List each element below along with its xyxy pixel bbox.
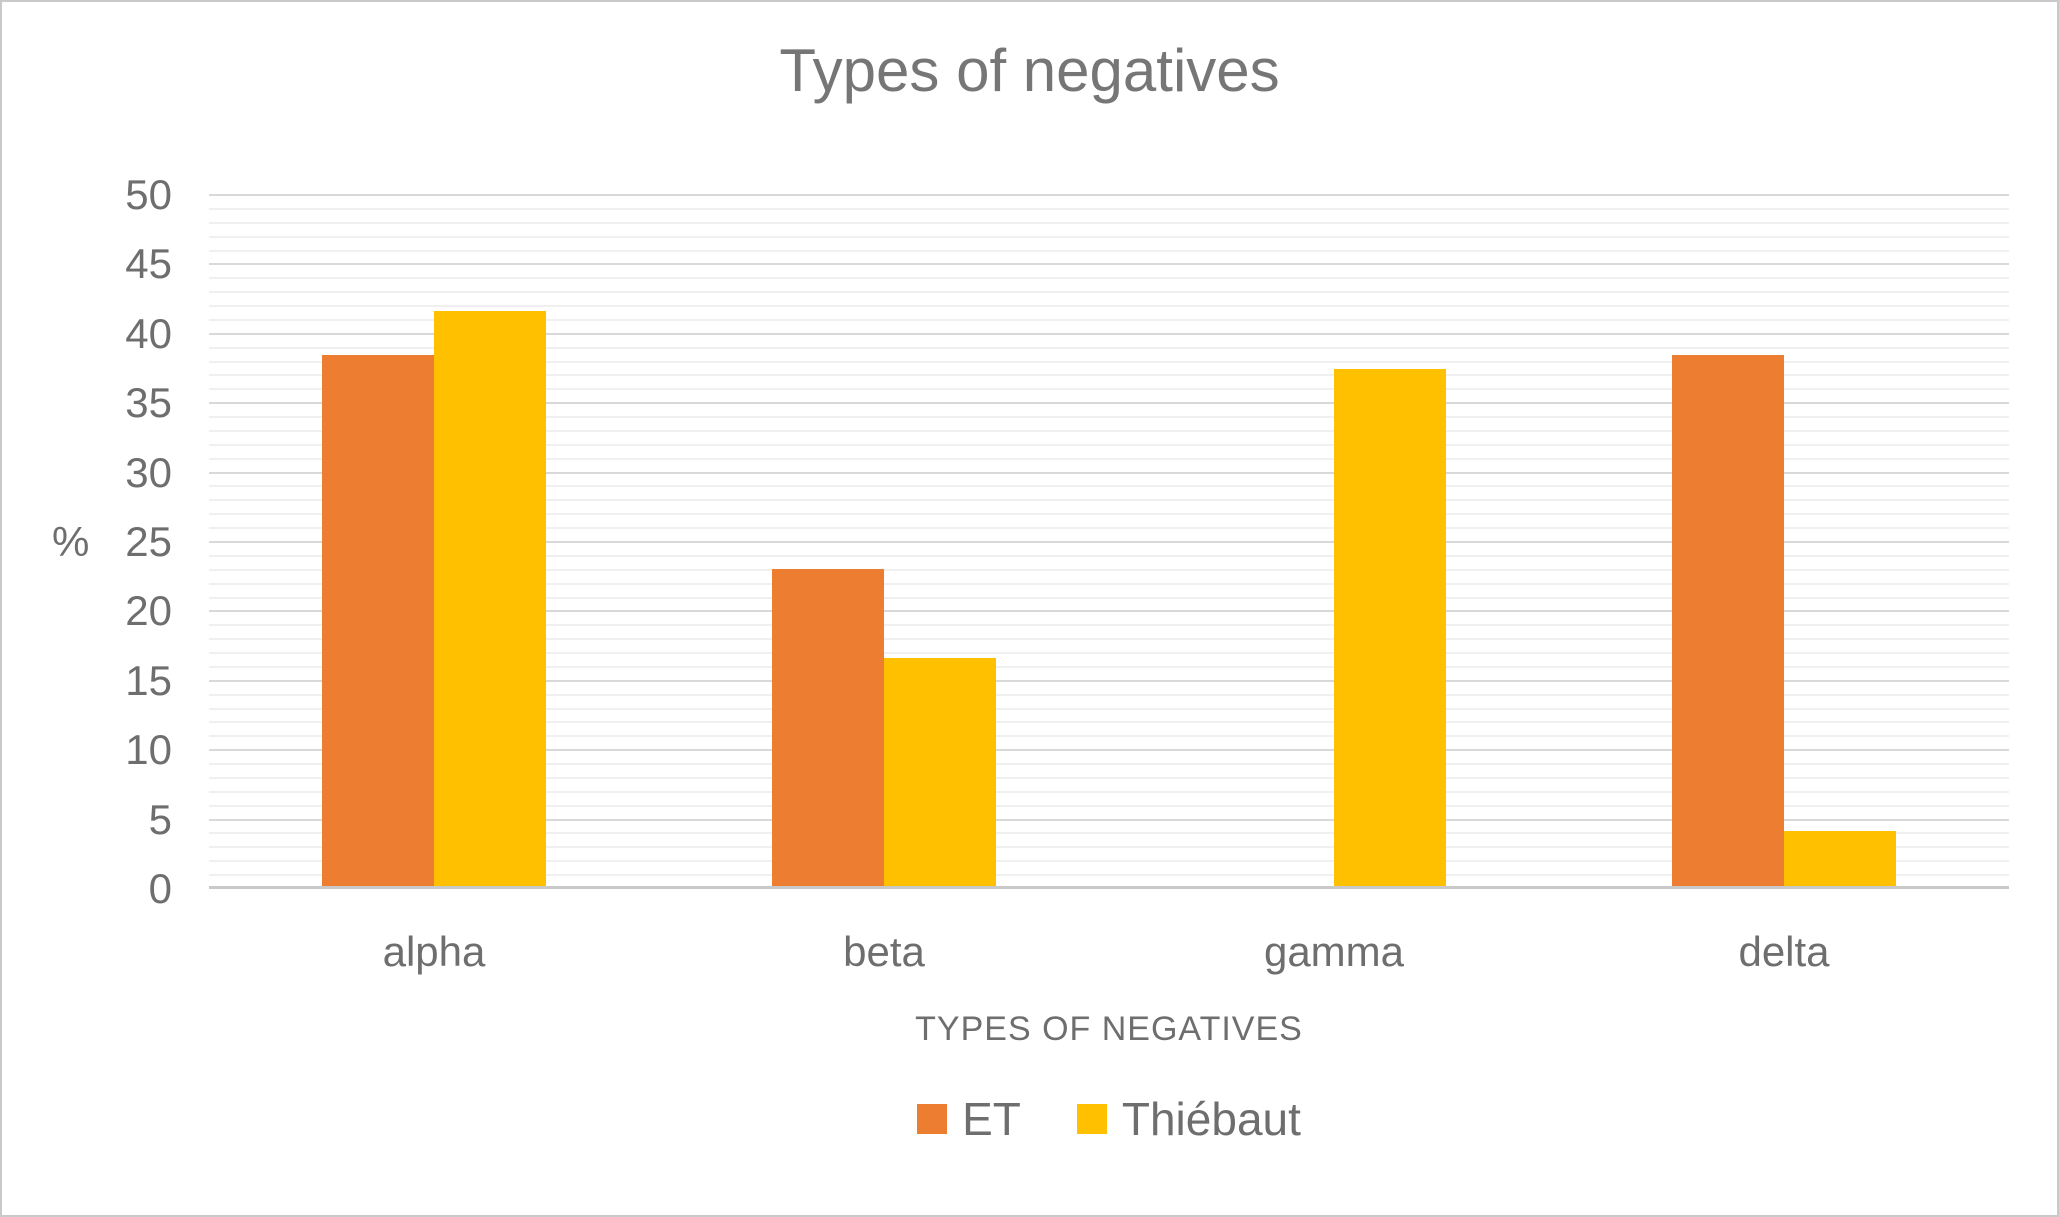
y-axis-title: % — [52, 518, 90, 565]
minor-gridline — [209, 554, 2009, 557]
chart-title: Types of negatives — [779, 37, 1280, 104]
minor-gridline — [209, 638, 2009, 641]
y-tick-label-30: 30 — [125, 448, 172, 496]
minor-gridline — [209, 249, 2009, 252]
minor-gridline — [209, 457, 2009, 460]
major-gridline — [209, 332, 2009, 335]
minor-gridline — [209, 305, 2009, 308]
major-gridline — [209, 818, 2009, 821]
minor-gridline — [209, 707, 2009, 710]
minor-gridline — [209, 735, 2009, 738]
minor-gridline — [209, 624, 2009, 627]
major-gridline — [209, 471, 2009, 474]
legend-swatch-icon — [1076, 1104, 1107, 1134]
minor-gridline — [209, 693, 2009, 696]
major-gridline — [209, 610, 2009, 613]
y-tick-label-50: 50 — [125, 171, 172, 218]
minor-gridline — [209, 846, 2009, 849]
minor-gridline — [209, 790, 2009, 793]
bar-ET-alpha — [322, 355, 434, 889]
minor-gridline — [209, 318, 2009, 321]
minor-gridline — [209, 485, 2009, 488]
minor-gridline — [209, 499, 2009, 502]
bar-Thiébaut-beta — [884, 657, 996, 889]
legend-swatch-icon — [917, 1104, 948, 1134]
minor-gridline — [209, 721, 2009, 724]
legend-item-Thiébaut: Thiébaut — [1076, 1092, 1301, 1146]
minor-gridline — [209, 360, 2009, 363]
major-gridline — [209, 194, 2009, 196]
minor-gridline — [209, 291, 2009, 294]
y-tick-label-15: 15 — [125, 656, 172, 704]
bar-Thiébaut-delta — [1784, 831, 1896, 889]
minor-gridline — [209, 429, 2009, 432]
x-axis-line — [209, 886, 2009, 889]
x-category-label-alpha: alpha — [382, 928, 486, 975]
bar-Thiébaut-alpha — [434, 310, 546, 889]
minor-gridline — [209, 874, 2009, 877]
x-axis-category-labels: alpha beta gamma delta — [209, 928, 2009, 978]
minor-gridline — [209, 388, 2009, 391]
x-category-label-gamma: gamma — [1263, 928, 1405, 975]
major-gridline — [209, 679, 2009, 682]
minor-gridline — [209, 763, 2009, 766]
legend-item-ET: ET — [917, 1092, 1021, 1146]
minor-gridline — [209, 665, 2009, 668]
minor-gridline — [209, 776, 2009, 779]
y-tick-label-10: 10 — [125, 726, 172, 774]
bar-Thiébaut-gamma — [1334, 368, 1446, 889]
minor-gridline — [209, 346, 2009, 349]
minor-gridline — [209, 221, 2009, 224]
legend-label: Thiébaut — [1121, 1093, 1301, 1145]
y-tick-label-40: 40 — [125, 309, 172, 357]
legend-label: ET — [962, 1093, 1021, 1145]
minor-gridline — [209, 527, 2009, 530]
minor-gridline — [209, 277, 2009, 280]
major-gridline — [209, 402, 2009, 405]
major-gridline — [209, 749, 2009, 752]
minor-gridline — [209, 374, 2009, 377]
minor-gridline — [209, 443, 2009, 446]
y-tick-label-35: 35 — [125, 379, 172, 427]
minor-gridline — [209, 652, 2009, 655]
x-axis-title: TYPES OF NEGATIVES — [915, 1010, 1303, 1048]
x-category-label-beta: beta — [843, 928, 925, 975]
bar-ET-beta — [772, 568, 884, 889]
y-tick-label-0: 0 — [148, 865, 172, 912]
x-category-label-delta: delta — [1738, 928, 1830, 975]
minor-gridline — [209, 416, 2009, 419]
minor-gridline — [209, 207, 2009, 210]
plot-area — [209, 194, 2009, 889]
minor-gridline — [209, 235, 2009, 238]
legend: ET Thiébaut — [209, 1092, 2009, 1146]
minor-gridline — [209, 582, 2009, 585]
minor-gridline — [209, 596, 2009, 599]
major-gridline — [209, 263, 2009, 266]
minor-gridline — [209, 568, 2009, 571]
y-tick-label-5: 5 — [148, 795, 172, 843]
minor-gridline — [209, 513, 2009, 516]
y-tick-label-25: 25 — [125, 518, 172, 565]
minor-gridline — [209, 860, 2009, 863]
major-gridline — [209, 541, 2009, 543]
y-axis-tick-labels: 0 5 10 15 20 25 30 35 40 45 50 — [2, 171, 172, 912]
y-tick-label-45: 45 — [125, 240, 172, 288]
minor-gridline — [209, 804, 2009, 807]
y-tick-label-20: 20 — [125, 587, 172, 635]
bar-ET-delta — [1672, 355, 1784, 889]
minor-gridline — [209, 832, 2009, 835]
